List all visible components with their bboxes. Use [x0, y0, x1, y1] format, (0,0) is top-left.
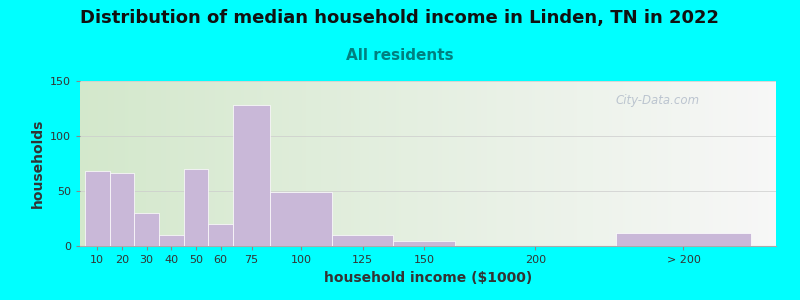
- X-axis label: household income ($1000): household income ($1000): [324, 271, 532, 285]
- Bar: [332, 235, 394, 246]
- Bar: [110, 173, 134, 246]
- Bar: [233, 105, 270, 246]
- Text: Distribution of median household income in Linden, TN in 2022: Distribution of median household income …: [81, 9, 719, 27]
- Bar: [208, 224, 233, 246]
- Bar: [184, 169, 208, 246]
- Text: All residents: All residents: [346, 48, 454, 63]
- Text: City-Data.com: City-Data.com: [616, 94, 700, 107]
- Y-axis label: households: households: [30, 119, 45, 208]
- Bar: [159, 235, 184, 246]
- Bar: [134, 213, 159, 246]
- Bar: [85, 171, 110, 246]
- Bar: [394, 241, 455, 246]
- Bar: [615, 233, 751, 246]
- Bar: [270, 192, 332, 246]
